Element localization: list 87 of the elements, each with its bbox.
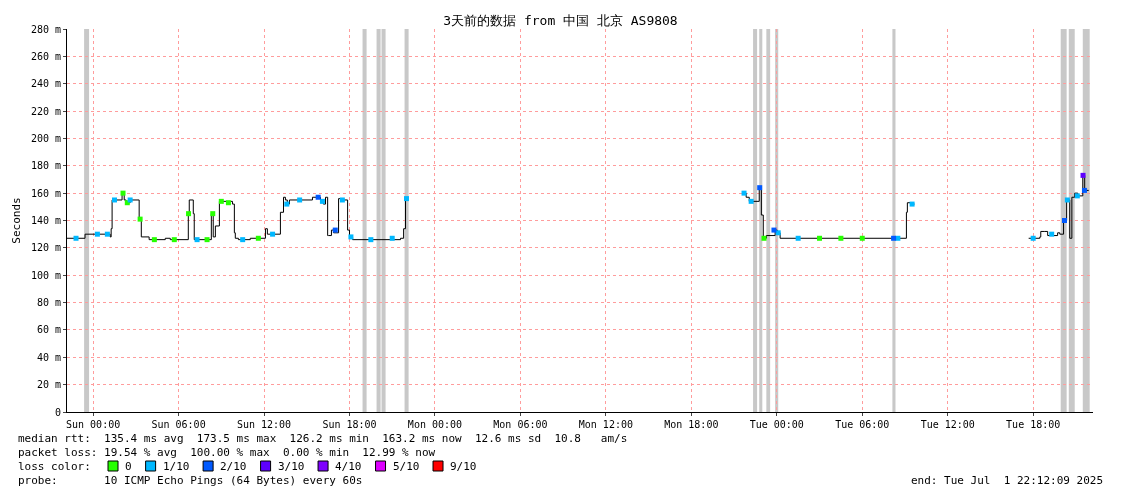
x-tick-label: Sun 06:00 [151,419,206,430]
legend-label: 9/10 [450,460,477,473]
x-tick-label: Tue 18:00 [1006,419,1061,430]
y-tick-label: 0 [54,406,61,418]
point [348,234,354,240]
y-tick-label: 80 m [36,297,61,309]
point [1064,197,1070,203]
point [94,231,100,237]
point [771,227,777,233]
point [403,196,409,202]
y-tick-label: 120 m [30,242,61,254]
point [1074,193,1080,199]
point [838,235,844,241]
point [1080,172,1086,178]
x-tick-label: Mon 12:00 [578,419,633,430]
x-tick-label: Sun 00:00 [66,419,121,430]
point [104,231,110,237]
chart-title: 3天前的数据 from 中国 北京 AS9808 [443,12,678,28]
point [748,198,754,204]
x-tick-label: Mon 00:00 [407,419,463,430]
x-tick-label: Tue 12:00 [920,419,975,430]
point [389,235,395,241]
point [1062,218,1068,223]
point [909,201,915,207]
point [795,235,801,241]
point [204,237,210,243]
text: end: Tue Jul 1 22:12:09 2025 [911,474,1104,487]
point [225,200,231,206]
x-tick-label: Mon 18:00 [664,419,719,430]
point [240,237,246,243]
point [1030,235,1036,241]
point [210,211,216,217]
y-tick-label: 220 m [30,105,61,117]
text: probe: 10 ICMP Echo Pings (64 Bytes) every 60s [18,474,363,487]
x-tick-label: Tue 06:00 [835,419,890,430]
point [891,235,897,241]
y-tick-label: 240 m [30,78,61,90]
point [194,237,200,243]
y-axis-title: Seconds [9,197,23,244]
point [186,211,192,217]
point [120,190,126,196]
point [741,190,747,196]
point [319,198,325,204]
point [1081,187,1087,193]
point [73,235,79,241]
y-tick-label: 140 m [30,215,61,226]
x-tick-label: Sun 12:00 [236,419,292,430]
x-tick-label: Tue 00:00 [749,419,804,430]
point [270,231,276,237]
point [339,197,345,203]
y-tick-label: 200 m [30,132,61,144]
legend-label: 5/10 [393,460,420,473]
legend-label: 1/10 [163,460,190,473]
point [761,235,767,241]
y-tick-label: 180 m [30,160,61,172]
point [757,185,763,191]
y-tick-label: 40 m [36,351,61,363]
point [255,235,261,241]
point [315,194,321,200]
point [1049,231,1055,237]
legend-label: 0 [125,460,132,473]
point [297,197,303,203]
text: packet loss: 19.54 % avg 100.00 % max 0.00 % min 12.99 % now [18,446,436,459]
point [171,237,177,243]
x-tick-label: Sun 18:00 [322,419,377,430]
point [859,235,865,241]
point [332,227,338,233]
y-tick-label: 20 m [36,379,61,391]
point [151,237,157,243]
point [368,237,374,243]
point [137,216,143,222]
point [111,197,117,203]
text: median rtt: 135.4 ms avg 173.5 ms max 126.2 ms min 163.2 ms now 12.6 ms sd 10.8 am/s [18,432,628,445]
y-tick-label: 160 m [30,187,61,199]
legend-label: 2/10 [220,460,247,473]
y-tick-label: 260 m [30,50,61,62]
point [817,235,823,241]
y-tick-label: 60 m [36,324,61,336]
point [775,230,781,236]
point [218,198,224,204]
legend-label: 4/10 [335,460,362,473]
y-tick-label: 100 m [30,269,61,281]
legend-title: loss color: [18,460,91,473]
legend-label: 3/10 [278,460,305,473]
point [284,201,290,207]
y-tick-label: 280 m [30,23,61,35]
x-tick-label: Mon 06:00 [493,419,548,430]
